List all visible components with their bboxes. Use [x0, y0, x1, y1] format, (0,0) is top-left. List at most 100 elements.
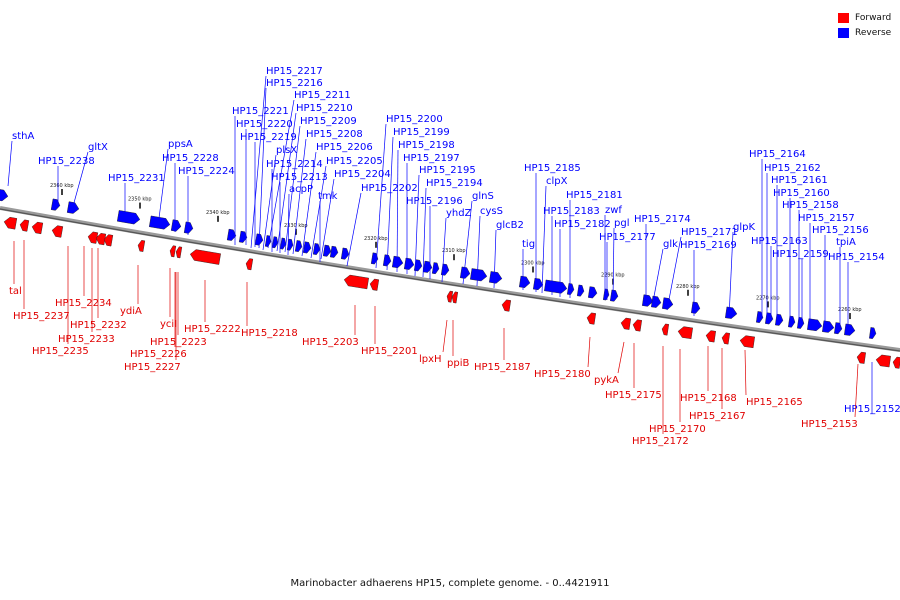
reverse-gene-label: HP15_2158	[782, 200, 839, 211]
legend: Forward Reverse	[838, 10, 891, 40]
reverse-gene-arrow	[422, 260, 433, 273]
reverse-gene-label: HP15_2231	[108, 173, 165, 184]
reverse-gene-arrow	[576, 284, 585, 297]
reverse-gene-label: HP15_2160	[773, 188, 830, 199]
reverse-gene-leader-line	[612, 227, 615, 301]
forward-gene-arrow	[95, 233, 107, 246]
reverse-gene-label: yhdZ	[446, 208, 472, 219]
reverse-gene-arrow	[279, 237, 287, 250]
reverse-gene-label: HP15_2162	[764, 163, 821, 174]
reverse-gene-label: HP15_2183	[543, 206, 600, 217]
forward-gene-arrow	[739, 335, 755, 349]
forward-gene-leader-line	[617, 341, 625, 374]
reverse-gene-label: plsX	[276, 145, 297, 156]
reverse-gene-label: glpK	[733, 222, 755, 233]
forward-gene-label: HP15_2168	[680, 393, 737, 404]
reverse-gene-label: HP15_2221	[232, 106, 289, 117]
reverse-gene-arrow	[662, 297, 674, 310]
forward-gene-label: HP15_2201	[361, 346, 418, 357]
tick-label: 2340 kbp	[206, 210, 230, 216]
reverse-gene-label: HP15_2181	[566, 190, 623, 201]
reverse-gene-label: gltX	[88, 142, 108, 153]
reverse-gene-label: HP15_2169	[680, 240, 737, 251]
forward-gene-arrow	[245, 258, 254, 271]
reverse-gene-label: glnS	[472, 191, 494, 202]
legend-item-forward: Forward	[838, 10, 891, 25]
reverse-gene-label: HP15_2164	[749, 149, 806, 160]
reverse-gene-label: clpX	[546, 176, 568, 187]
forward-gene-label: HP15_2226	[130, 349, 187, 360]
forward-gene-arrow	[189, 249, 221, 265]
tick-label: 2280 kbp	[676, 284, 700, 290]
reverse-gene-arrow	[148, 215, 171, 230]
reverse-gene-label: sthA	[12, 131, 34, 142]
reverse-gene-leader-line	[276, 112, 297, 252]
reverse-gene-arrow	[50, 198, 61, 211]
tick-label: 2320 kbp	[364, 236, 388, 242]
reverse-gene-label: HP15_2161	[771, 175, 828, 186]
legend-item-reverse: Reverse	[838, 25, 891, 40]
forward-gene-leader-line	[587, 336, 591, 368]
reverse-gene-arrow	[183, 221, 194, 234]
reverse-gene-leader-line	[320, 178, 335, 260]
forward-gene-label: HP15_2172	[632, 436, 689, 447]
reverse-gene-label: pgl	[614, 218, 629, 229]
forward-gene-arrow	[343, 274, 369, 290]
reverse-gene-label: HP15_2205	[326, 156, 383, 167]
forward-gene-arrow	[856, 351, 866, 364]
reverse-gene-leader-line	[462, 200, 473, 285]
reverse-gene-arrow	[844, 323, 856, 336]
reverse-gene-arrow	[470, 268, 488, 282]
reverse-gene-label: acpP	[289, 184, 313, 195]
reverse-gene-leader-line	[666, 236, 682, 311]
reverse-gene-label: HP15_2199	[393, 127, 450, 138]
reverse-gene-leader-line	[157, 148, 169, 227]
reverse-gene-arrow	[170, 219, 182, 232]
forward-gene-arrow	[892, 356, 900, 369]
reverse-gene-label: HP15_2216	[266, 78, 323, 89]
forward-gene-label: HP15_2232	[70, 320, 127, 331]
reverse-gene-label: HP15_2214	[266, 159, 323, 170]
reverse-gene-arrow	[322, 244, 332, 257]
reverse-gene-arrow	[807, 318, 823, 332]
forward-gene-arrow	[875, 354, 891, 368]
reverse-gene-leader-line	[476, 215, 481, 287]
tick-label: 2270 kbp	[756, 295, 780, 301]
reverse-gene-leader-line	[7, 140, 13, 187]
reverse-gene-leader-line	[346, 192, 362, 267]
forward-gene-arrow	[721, 332, 730, 345]
reverse-gene-label: HP15_2217	[266, 66, 323, 77]
reverse-gene-label: HP15_2197	[403, 153, 460, 164]
reverse-gene-label: HP15_2238	[38, 156, 95, 167]
reverse-gene-arrow	[312, 243, 321, 255]
reverse-gene-label: glcB2	[496, 220, 524, 231]
tick-label: 2300 kbp	[521, 260, 545, 266]
reverse-gene-label: HP15_2204	[334, 169, 391, 180]
reverse-gene-arrow	[370, 252, 379, 265]
reverse-gene-label: zwf	[605, 205, 622, 216]
forward-gene-label: pykA	[594, 375, 619, 386]
reverse-gene-leader-line	[386, 136, 394, 271]
forward-gene-arrow	[705, 330, 716, 343]
forward-gene-label: HP15_2170	[649, 424, 706, 435]
reverse-gene-label: tig	[522, 239, 535, 250]
reverse-gene-leader-line	[396, 149, 399, 273]
forward-gene-arrow	[620, 317, 631, 330]
forward-gene-label: HP15_2234	[55, 298, 112, 309]
forward-gene-label: ydiA	[120, 306, 142, 317]
reverse-gene-arrow	[822, 320, 835, 333]
reverse-gene-label: HP15_2213	[271, 172, 328, 183]
reverse-gene-leader-line	[441, 217, 447, 283]
forward-gene-label: yciI	[160, 319, 177, 330]
forward-gene-arrow	[169, 245, 177, 258]
backbone-line	[0, 206, 900, 352]
forward-gene-label: HP15_2203	[302, 337, 359, 348]
tick-label: 2330 kbp	[284, 223, 308, 229]
forward-gene-arrow	[31, 221, 44, 235]
reverse-gene-leader-line	[250, 75, 267, 249]
reverse-gene-label: tpiA	[836, 237, 856, 248]
reverse-gene-leader-line	[310, 165, 327, 259]
reverse-gene-leader-line	[728, 231, 734, 319]
reverse-gene-label: ppsA	[168, 139, 193, 150]
reverse-gene-label: HP15_2196	[406, 196, 463, 207]
